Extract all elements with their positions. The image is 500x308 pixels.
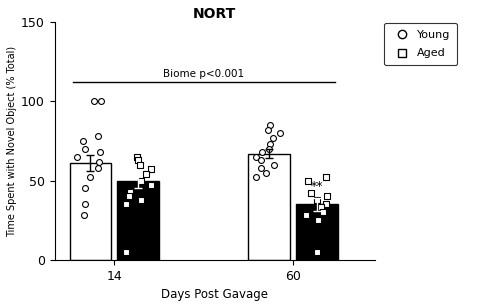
Point [97, 99, 105, 104]
Point [270, 162, 278, 167]
Point [96, 150, 104, 155]
Point [125, 194, 133, 199]
Point [252, 175, 260, 180]
Point [257, 165, 265, 170]
Point [320, 210, 328, 215]
Point [266, 123, 274, 128]
Point [80, 202, 88, 207]
Point [137, 197, 145, 202]
Bar [296, 204, 338, 260]
Point [122, 202, 130, 207]
Point [314, 218, 322, 223]
Point [86, 175, 94, 180]
Point [136, 162, 143, 167]
Bar [118, 180, 159, 260]
Point [73, 154, 81, 159]
Point [134, 157, 142, 162]
Point [79, 139, 87, 144]
Y-axis label: Time Spent with Novel Object (% Total): Time Spent with Novel Object (% Total) [7, 45, 17, 237]
Text: *: * [135, 155, 141, 168]
Point [262, 170, 270, 175]
Point [94, 165, 102, 170]
Point [264, 128, 272, 132]
Point [258, 150, 266, 155]
Point [252, 154, 260, 159]
Point [313, 197, 321, 202]
Point [266, 142, 274, 147]
Point [80, 213, 88, 218]
Point [316, 205, 324, 210]
Point [302, 213, 310, 218]
Legend: Young, Aged: Young, Aged [384, 23, 457, 65]
Point [322, 202, 330, 207]
Title: NORT: NORT [193, 7, 236, 21]
Bar [248, 154, 290, 260]
Point [268, 135, 276, 140]
Point [94, 134, 102, 139]
Point [126, 189, 134, 194]
Text: Biome p<0.001: Biome p<0.001 [163, 69, 244, 79]
Text: **: ** [310, 180, 323, 193]
Point [142, 172, 150, 177]
Point [132, 154, 140, 159]
Point [276, 131, 284, 136]
Point [265, 146, 273, 151]
Point [322, 175, 330, 180]
Point [81, 186, 89, 191]
Point [304, 178, 312, 183]
Point [257, 157, 265, 162]
Point [122, 249, 130, 254]
Point [323, 194, 331, 199]
Point [90, 99, 98, 104]
Point [313, 249, 321, 254]
Point [306, 191, 314, 196]
Point [81, 146, 89, 151]
Bar [70, 163, 112, 260]
Point [147, 183, 155, 188]
Point [138, 178, 145, 183]
X-axis label: Days Post Gavage: Days Post Gavage [162, 288, 268, 301]
Point [95, 159, 103, 164]
Point [148, 167, 156, 172]
